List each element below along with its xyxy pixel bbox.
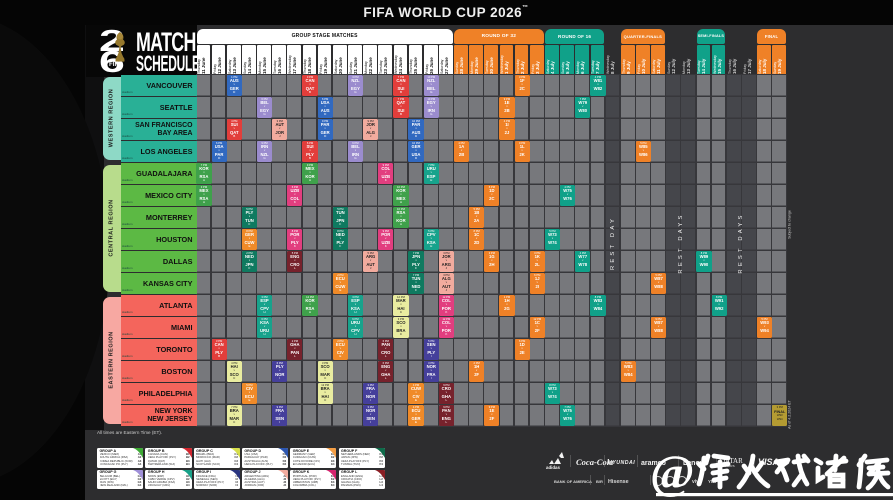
svg-text:vivo: vivo: [692, 479, 702, 485]
svg-text:aramco: aramco: [641, 460, 666, 467]
svg-text:Coca‑Cola: Coca‑Cola: [576, 457, 614, 467]
svg-text:Hisense: Hisense: [608, 479, 629, 485]
svg-text:VISA: VISA: [758, 457, 779, 467]
svg-text:Lenovo: Lenovo: [683, 460, 708, 467]
svg-text:BANK OF AMERICA: BANK OF AMERICA: [554, 479, 592, 484]
svg-text:YILI: YILI: [708, 479, 716, 484]
svg-text:QATAR: QATAR: [720, 457, 743, 465]
svg-text:B/R: B/R: [596, 479, 603, 484]
svg-text:adidas: adidas: [546, 465, 560, 470]
svg-text:HYUNDAI: HYUNDAI: [608, 460, 635, 466]
svg-text:@: @: [650, 446, 695, 499]
